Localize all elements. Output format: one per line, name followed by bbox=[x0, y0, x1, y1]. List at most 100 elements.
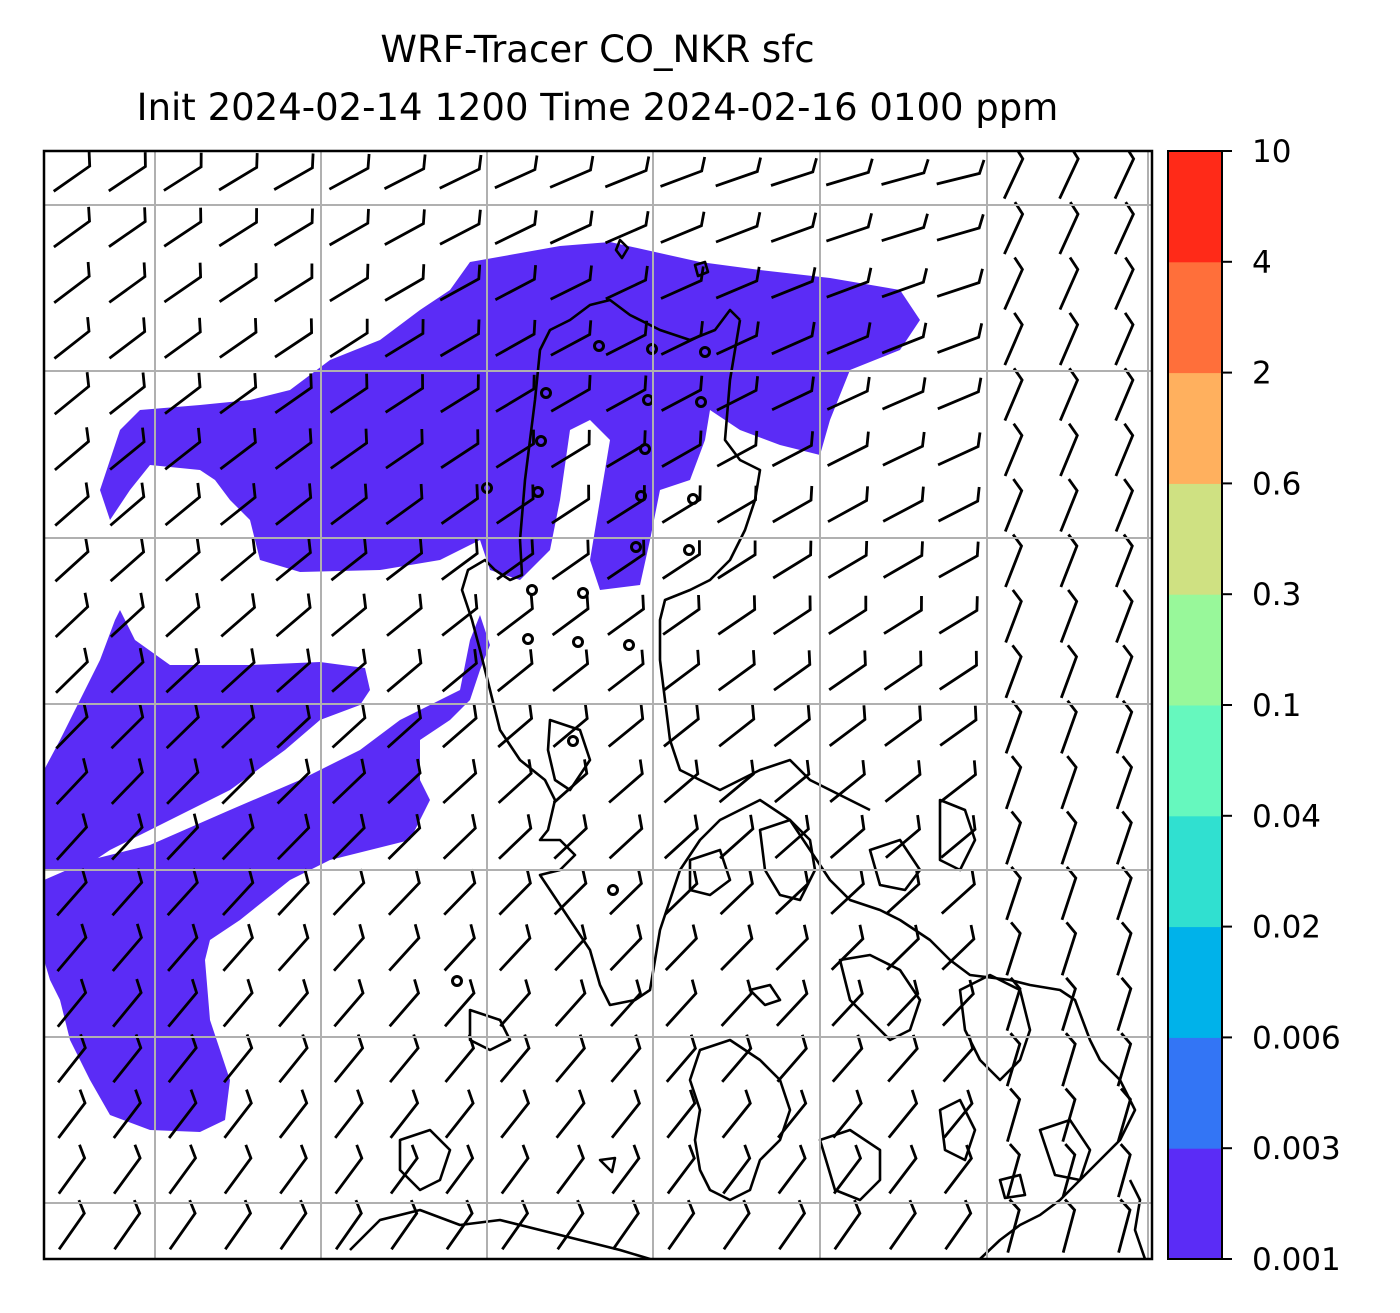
wind-barb bbox=[496, 539, 535, 581]
wind-barb bbox=[1059, 589, 1079, 643]
wind-barb bbox=[609, 979, 642, 1028]
wind-barb bbox=[387, 758, 422, 805]
wind-barb bbox=[778, 1199, 807, 1251]
wind-barb bbox=[716, 376, 759, 412]
wind-barb bbox=[549, 155, 595, 189]
wind-barb bbox=[611, 1144, 641, 1195]
wind-barb bbox=[833, 1199, 862, 1251]
colorbar-bin bbox=[1168, 926, 1222, 1038]
wind-barb bbox=[165, 703, 200, 750]
wind-barb bbox=[717, 540, 757, 580]
wind-barb bbox=[1002, 151, 1025, 200]
wind-barb bbox=[715, 266, 761, 300]
colorbar-tick-label: 0.006 bbox=[1252, 1020, 1341, 1056]
lake-marker bbox=[683, 544, 695, 556]
wind-barb bbox=[334, 1144, 364, 1195]
wind-barb bbox=[1115, 589, 1134, 643]
coastline bbox=[349, 238, 1147, 1259]
wind-barb bbox=[1058, 151, 1080, 200]
wind-barb bbox=[826, 322, 872, 355]
wind-barb bbox=[55, 702, 89, 750]
wind-barb bbox=[604, 210, 650, 245]
lake-marker bbox=[699, 346, 711, 358]
wind-barb bbox=[333, 1034, 365, 1083]
wind-barb bbox=[166, 868, 199, 917]
wind-barb bbox=[219, 427, 257, 471]
wind-barb bbox=[881, 322, 928, 355]
wind-barb bbox=[1061, 1087, 1077, 1142]
colorbar-tick-label: 0.02 bbox=[1252, 910, 1321, 946]
wind-barb bbox=[662, 649, 701, 692]
wind-barb bbox=[1114, 256, 1135, 311]
wind-barb bbox=[884, 814, 921, 859]
wind-barb bbox=[330, 483, 368, 526]
wind-barb bbox=[221, 868, 255, 917]
wind-barb bbox=[881, 158, 930, 186]
colorbar-tick-label: 0.1 bbox=[1252, 688, 1301, 724]
wind-barb bbox=[331, 758, 367, 805]
wind-barb bbox=[1003, 201, 1025, 255]
wind-barb bbox=[883, 650, 923, 691]
wind-barb bbox=[439, 209, 482, 246]
wind-barb bbox=[1004, 644, 1023, 699]
wind-barb bbox=[220, 593, 256, 638]
wind-barb bbox=[167, 923, 199, 972]
wind-barb bbox=[54, 537, 90, 583]
wind-barb bbox=[826, 267, 873, 299]
wind-barb bbox=[940, 815, 977, 859]
wind-barb bbox=[1003, 256, 1024, 311]
wind-barb bbox=[831, 979, 864, 1027]
wind-barb bbox=[109, 537, 146, 583]
wind-barb bbox=[883, 595, 923, 635]
wind-barb bbox=[1003, 367, 1024, 422]
wind-barb bbox=[773, 704, 811, 748]
wind-barb bbox=[773, 650, 812, 692]
wind-barb bbox=[385, 538, 424, 582]
wind-barb bbox=[222, 978, 254, 1028]
colorbar-bin bbox=[1168, 594, 1222, 706]
colorbar-ticks: 0.001 0.003 0.006 0.02 0.04 0.1 0.3 0.6 2 4 10 bbox=[1222, 134, 1341, 1278]
wind-barb bbox=[108, 152, 147, 193]
wind-barb bbox=[277, 923, 310, 972]
wind-barb bbox=[57, 1144, 87, 1195]
lake-marker bbox=[607, 884, 619, 896]
wind-barb bbox=[166, 758, 200, 805]
wind-barb bbox=[53, 427, 90, 471]
lake-marker bbox=[535, 435, 547, 447]
wind-barb bbox=[832, 1144, 863, 1195]
wind-barb bbox=[884, 760, 922, 803]
wind-barb bbox=[1058, 201, 1080, 255]
wind-barb bbox=[384, 319, 425, 358]
lake-marker bbox=[451, 975, 463, 987]
wind-barb bbox=[219, 483, 257, 526]
wind-barb bbox=[550, 320, 593, 357]
wind-barb bbox=[660, 375, 704, 412]
lake-markers bbox=[451, 340, 711, 987]
wind-barb bbox=[56, 868, 88, 917]
colorbar-bin bbox=[1168, 372, 1222, 484]
wind-barb bbox=[163, 207, 203, 248]
wind-barb bbox=[721, 1034, 753, 1083]
wind-barb bbox=[772, 485, 814, 524]
wind-barb bbox=[665, 979, 698, 1027]
lake-marker bbox=[630, 541, 642, 553]
wind-barb bbox=[330, 593, 368, 637]
wind-barb bbox=[609, 924, 643, 972]
wind-barb bbox=[1115, 810, 1133, 865]
wind-barb bbox=[550, 375, 592, 413]
map-title: WRF-Tracer CO_NKR sfc bbox=[380, 28, 815, 71]
wind-barb bbox=[332, 868, 366, 916]
wind-barb bbox=[276, 813, 311, 861]
wind-barb bbox=[441, 593, 479, 637]
wind-barb bbox=[386, 648, 423, 693]
wind-barb bbox=[775, 924, 809, 971]
wind-barb bbox=[716, 430, 759, 468]
wind-barb bbox=[495, 429, 535, 469]
wind-barb bbox=[605, 375, 648, 413]
wind-barb bbox=[1003, 312, 1024, 366]
wind-barb bbox=[109, 482, 146, 527]
wind-barb bbox=[719, 869, 754, 916]
wind-barb bbox=[936, 213, 985, 242]
wind-barb bbox=[109, 427, 146, 471]
